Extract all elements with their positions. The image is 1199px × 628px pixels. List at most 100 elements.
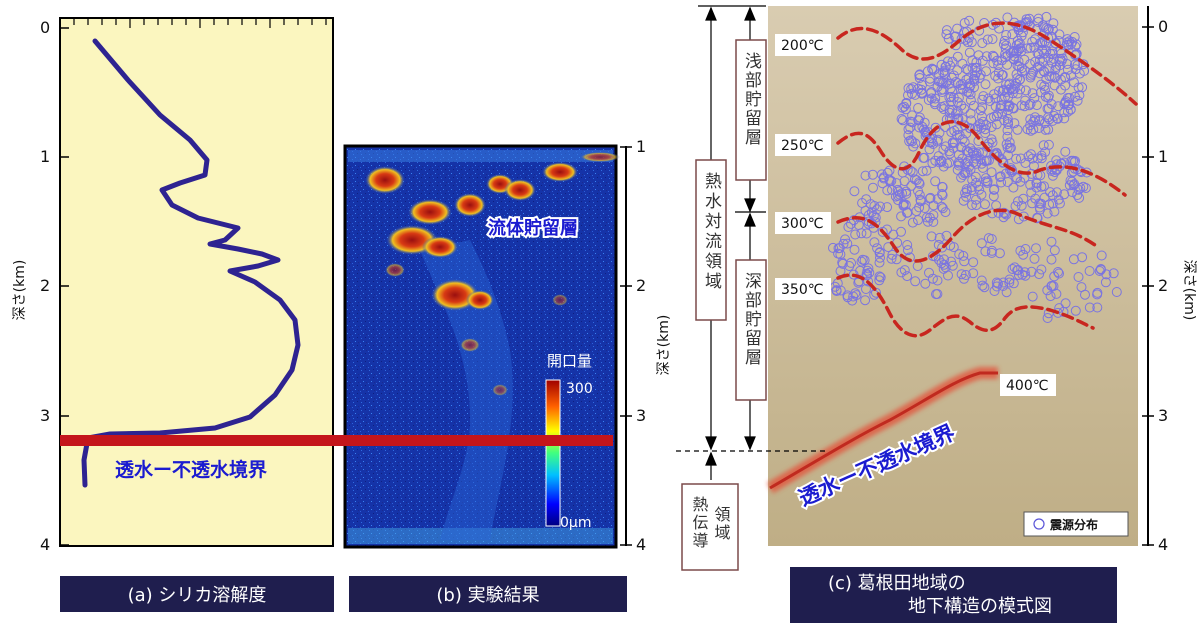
- hypocenter-mark: [988, 191, 999, 202]
- hypocenter-mark: [1032, 212, 1043, 223]
- panel-b-tick-1: 1: [636, 137, 646, 156]
- hypocenter-mark: [1029, 161, 1039, 171]
- hypocenter-mark: [934, 127, 945, 138]
- hypocenter-mark: [1041, 11, 1052, 22]
- legend-circle-icon: [1033, 518, 1045, 530]
- hypocenter-mark: [974, 73, 985, 83]
- hypocenter-mark: [1060, 146, 1071, 157]
- hypocenter-mark: [1014, 38, 1025, 49]
- hypocenter-mark: [965, 143, 976, 154]
- hypocenter-mark: [978, 91, 989, 102]
- caption-b: (b) 実験結果: [349, 576, 627, 612]
- panel-c: 透水ー不透水境界 200℃ 250℃ 300℃ 350℃ 400℃ 震源分布 0…: [676, 5, 1197, 571]
- hypocenter-mark: [959, 273, 969, 284]
- hypocenter-mark: [948, 242, 959, 253]
- panel-c-tick-0: 0: [1158, 17, 1168, 36]
- hypocenter-mark: [1039, 81, 1050, 92]
- hypocenter-mark: [926, 231, 937, 242]
- hypocenter-mark: [1001, 30, 1012, 40]
- hypocenter-mark: [942, 158, 953, 169]
- hypocenter-mark: [1038, 140, 1049, 151]
- hypocenter-mark: [1029, 93, 1040, 104]
- hypocenter-mark: [874, 271, 885, 282]
- hypocenter-mark: [856, 228, 867, 239]
- hypocenter-mark: [1036, 264, 1047, 275]
- hypocenter-mark: [860, 295, 871, 306]
- hypocenter-mark: [1034, 198, 1045, 209]
- hypocenter-mark: [1025, 42, 1036, 53]
- hypocenter-mark: [944, 107, 955, 118]
- hypocenter-mark: [1003, 101, 1014, 112]
- hypocenter-mark: [920, 126, 931, 137]
- hypocenter-mark: [921, 165, 932, 176]
- hypocenter-mark: [976, 189, 987, 200]
- hypocenter-mark: [936, 102, 947, 112]
- hypocenter-mark: [952, 114, 962, 125]
- hypocenter-mark: [956, 100, 967, 111]
- hypocenter-mark: [843, 222, 854, 232]
- hypocenter-mark: [975, 118, 985, 129]
- hypocenter-mark: [1049, 271, 1060, 282]
- hypocenter-mark: [907, 110, 918, 121]
- hypocenter-mark: [987, 245, 997, 256]
- hypocenter-mark: [1047, 115, 1058, 126]
- hypocenter-mark: [1059, 99, 1070, 110]
- hypocenter-mark: [930, 122, 941, 133]
- hypocenter-mark: [944, 146, 955, 157]
- hypocenter-mark: [965, 95, 976, 106]
- hypocenter-mark: [982, 176, 993, 187]
- hypocenter-mark: [940, 262, 951, 273]
- hypocenter-mark: [842, 290, 853, 301]
- hypocenter-mark: [1092, 302, 1103, 313]
- hypocenter-mark: [1046, 99, 1057, 110]
- hypocenter-mark: [939, 259, 950, 270]
- hypocenter-mark: [1060, 298, 1071, 309]
- hypocenter-mark: [902, 240, 913, 250]
- hypocenter-mark: [930, 155, 941, 166]
- hypocenter-mark: [1075, 183, 1086, 193]
- hypocenter-mark: [1050, 72, 1061, 83]
- isotherm-label-250: 250℃: [781, 138, 823, 154]
- hypocenter-mark: [1045, 291, 1056, 302]
- isotherm-label-350: 350℃: [781, 282, 823, 298]
- hypocenter-mark: [1028, 116, 1039, 127]
- hypocenter-mark: [846, 218, 856, 229]
- hypocenter-mark: [1072, 95, 1083, 106]
- hypocenter-mark: [988, 51, 999, 62]
- hypocenter-mark: [943, 33, 954, 44]
- hypocenter-mark: [1044, 71, 1055, 82]
- hypocenter-mark: [1051, 62, 1062, 72]
- hypocenter-mark: [861, 194, 872, 205]
- hypocenter-mark: [991, 277, 1002, 288]
- hypocenter-mark: [1016, 200, 1027, 211]
- hypocenter-mark: [891, 254, 902, 265]
- hypocenter-mark: [996, 177, 1007, 188]
- hypocenter-mark: [1060, 72, 1071, 83]
- hypocenter-mark: [937, 242, 948, 253]
- hypocenter-mark: [963, 87, 974, 98]
- hypocenter-mark: [1015, 84, 1026, 95]
- hypocenter-mark: [994, 248, 1005, 259]
- hypocenter-mark: [991, 119, 1002, 130]
- hypocenter-mark: [983, 155, 994, 166]
- hypocenter-mark: [961, 191, 972, 202]
- hypocenter-mark: [1049, 245, 1060, 256]
- hypocenter-mark: [1002, 12, 1013, 23]
- hypocenter-mark: [914, 202, 925, 213]
- hypocenter-mark: [998, 281, 1009, 291]
- hypocenter-mark: [939, 254, 950, 265]
- hypocenter-mark: [1010, 201, 1021, 212]
- hypocenter-mark: [999, 35, 1010, 46]
- hypocenter-mark: [1034, 68, 1045, 79]
- hypocenter-mark: [1056, 56, 1067, 66]
- hypocenter-mark: [1025, 179, 1036, 190]
- hypocenter-mark: [1000, 91, 1010, 102]
- hypocenter-mark: [1039, 118, 1050, 129]
- hypocenter-mark: [882, 185, 893, 196]
- hypocenter-mark: [1037, 44, 1048, 55]
- panel-a-plot-area: [59, 17, 334, 547]
- hypocenter-mark: [1049, 206, 1060, 217]
- hypocenter-mark: [940, 61, 951, 72]
- hypocenter-mark: [964, 15, 975, 26]
